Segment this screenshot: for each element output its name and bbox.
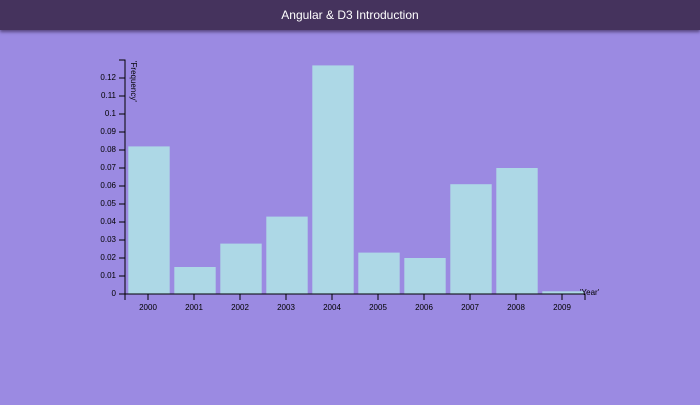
x-tick-label: 2003	[277, 303, 295, 312]
bar-2008	[496, 168, 538, 294]
x-tick-label: 2009	[553, 303, 571, 312]
bar-2007	[450, 184, 492, 294]
x-tick-label: 2008	[507, 303, 525, 312]
bar-2004	[312, 65, 354, 295]
x-tick-label: 2001	[185, 303, 203, 312]
bar-2000	[128, 146, 170, 294]
x-axis-line	[124, 293, 586, 300]
app-header: Angular & D3 Introduction	[0, 0, 700, 30]
y-tick-label: 0.06	[100, 181, 116, 190]
y-axis-title: 'Frequency'	[129, 61, 138, 102]
x-tick-label: 2004	[323, 303, 341, 312]
y-axis-line	[119, 59, 126, 295]
y-tick-label: 0.01	[100, 271, 116, 280]
y-tick-label: 0.05	[100, 199, 116, 208]
bar-2005	[358, 252, 400, 294]
bar-2009	[542, 291, 584, 294]
x-tick-label: 2005	[369, 303, 387, 312]
bar-2003	[266, 216, 308, 294]
x-tick-label: 2002	[231, 303, 249, 312]
chart-area: 0 0.01 0.02 0.03 0.04 0.05 0.06 0.07 0.08 0.09 0.1…	[0, 30, 700, 400]
x-tick-label: 2000	[139, 303, 157, 312]
x-tick-label: 2007	[461, 303, 479, 312]
y-tick-label: 0.04	[100, 217, 116, 226]
app-title: Angular & D3 Introduction	[281, 8, 419, 22]
y-tick-label: 0.11	[101, 91, 117, 100]
y-tick-label: 0	[112, 289, 117, 298]
bar-2002	[220, 243, 262, 294]
y-tick-label: 0.07	[100, 163, 116, 172]
bar-2006	[404, 258, 446, 294]
bar-2001	[174, 267, 216, 294]
x-tick-label: 2006	[415, 303, 433, 312]
y-tick-label: 0.09	[100, 127, 116, 136]
y-tick-label: 0.02	[100, 253, 116, 262]
x-axis-title: 'Year'	[580, 288, 600, 297]
y-tick-label: 0.03	[100, 235, 116, 244]
bar-chart: 0 0.01 0.02 0.03 0.04 0.05 0.06 0.07 0.08 0.09 0.1…	[100, 59, 600, 312]
y-tick-label: 0.12	[100, 73, 116, 82]
plot-area: 0 0.01 0.02 0.03 0.04 0.05 0.06 0.07 0.08 0.09 0.1…	[100, 59, 600, 312]
y-tick-label: 0.08	[100, 145, 116, 154]
y-tick-label: 0.1	[105, 109, 117, 118]
